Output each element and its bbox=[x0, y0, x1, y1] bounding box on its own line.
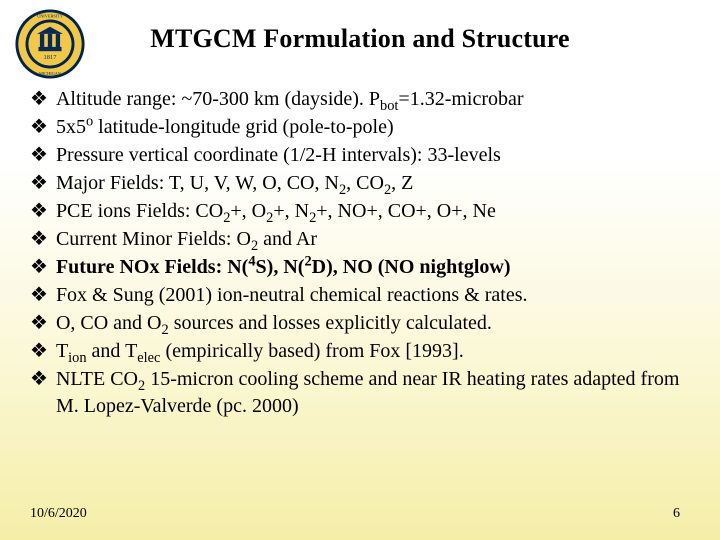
diamond-bullet-icon: ❖ bbox=[30, 170, 48, 197]
list-item: ❖ Tion and Telec (empirically based) from… bbox=[30, 338, 696, 365]
list-item: ❖ Future NOx Fields: N(4S), N(2D), NO (NO… bbox=[30, 254, 696, 281]
list-item-text: 5x5o latitude-longitude grid (pole-to-po… bbox=[56, 114, 696, 141]
list-item: ❖ O, CO and O2 sources and losses explici… bbox=[30, 310, 696, 337]
diamond-bullet-icon: ❖ bbox=[30, 338, 48, 365]
svg-text:MICHIGAN: MICHIGAN bbox=[39, 71, 62, 76]
diamond-bullet-icon: ❖ bbox=[30, 282, 48, 309]
list-item-text: PCE ions Fields: CO2+, O2+, N2+, NO+, CO… bbox=[56, 198, 696, 225]
diamond-bullet-icon: ❖ bbox=[30, 114, 48, 141]
list-item-text: Pressure vertical coordinate (1/2-H inte… bbox=[56, 142, 696, 169]
diamond-bullet-icon: ❖ bbox=[30, 366, 48, 393]
list-item: ❖ NLTE CO2 15-micron cooling scheme and n… bbox=[30, 366, 696, 420]
list-item-text: O, CO and O2 sources and losses explicit… bbox=[56, 310, 696, 337]
bullet-list: ❖ Altitude range: ~70-300 km (dayside). P… bbox=[30, 86, 696, 421]
svg-text:1817: 1817 bbox=[44, 54, 58, 61]
slide-title: MTGCM Formulation and Structure bbox=[0, 24, 720, 54]
diamond-bullet-icon: ❖ bbox=[30, 254, 48, 281]
list-item: ❖ Altitude range: ~70-300 km (dayside). P… bbox=[30, 86, 696, 113]
list-item: ❖ Current Minor Fields: O2 and Ar bbox=[30, 226, 696, 253]
list-item-text: NLTE CO2 15-micron cooling scheme and ne… bbox=[56, 366, 696, 420]
list-item-text: Major Fields: T, U, V, W, O, CO, N2, CO2… bbox=[56, 170, 696, 197]
list-item: ❖ Pressure vertical coordinate (1/2-H int… bbox=[30, 142, 696, 169]
footer-page-number: 6 bbox=[673, 506, 680, 522]
list-item: ❖ Major Fields: T, U, V, W, O, CO, N2, CO… bbox=[30, 170, 696, 197]
list-item: ❖ 5x5o latitude-longitude grid (pole-to-p… bbox=[30, 114, 696, 141]
diamond-bullet-icon: ❖ bbox=[30, 226, 48, 253]
list-item-text: Current Minor Fields: O2 and Ar bbox=[56, 226, 696, 253]
list-item-text: Future NOx Fields: N(4S), N(2D), NO (NO … bbox=[56, 254, 696, 281]
list-item: ❖ PCE ions Fields: CO2+, O2+, N2+, NO+, C… bbox=[30, 198, 696, 225]
diamond-bullet-icon: ❖ bbox=[30, 198, 48, 225]
diamond-bullet-icon: ❖ bbox=[30, 310, 48, 337]
list-item: ❖ Fox & Sung (2001) ion-neutral chemical … bbox=[30, 282, 696, 309]
svg-text:UNIVERSITY: UNIVERSITY bbox=[37, 13, 63, 18]
slide: 1817 UNIVERSITY MICHIGAN MTGCM Formulati… bbox=[0, 0, 720, 540]
list-item-text: Tion and Telec (empirically based) from … bbox=[56, 338, 696, 365]
diamond-bullet-icon: ❖ bbox=[30, 142, 48, 169]
diamond-bullet-icon: ❖ bbox=[30, 86, 48, 113]
list-item-text: Fox & Sung (2001) ion-neutral chemical r… bbox=[56, 282, 696, 309]
footer-date: 10/6/2020 bbox=[30, 506, 87, 522]
list-item-text: Altitude range: ~70-300 km (dayside). Pb… bbox=[56, 86, 696, 113]
